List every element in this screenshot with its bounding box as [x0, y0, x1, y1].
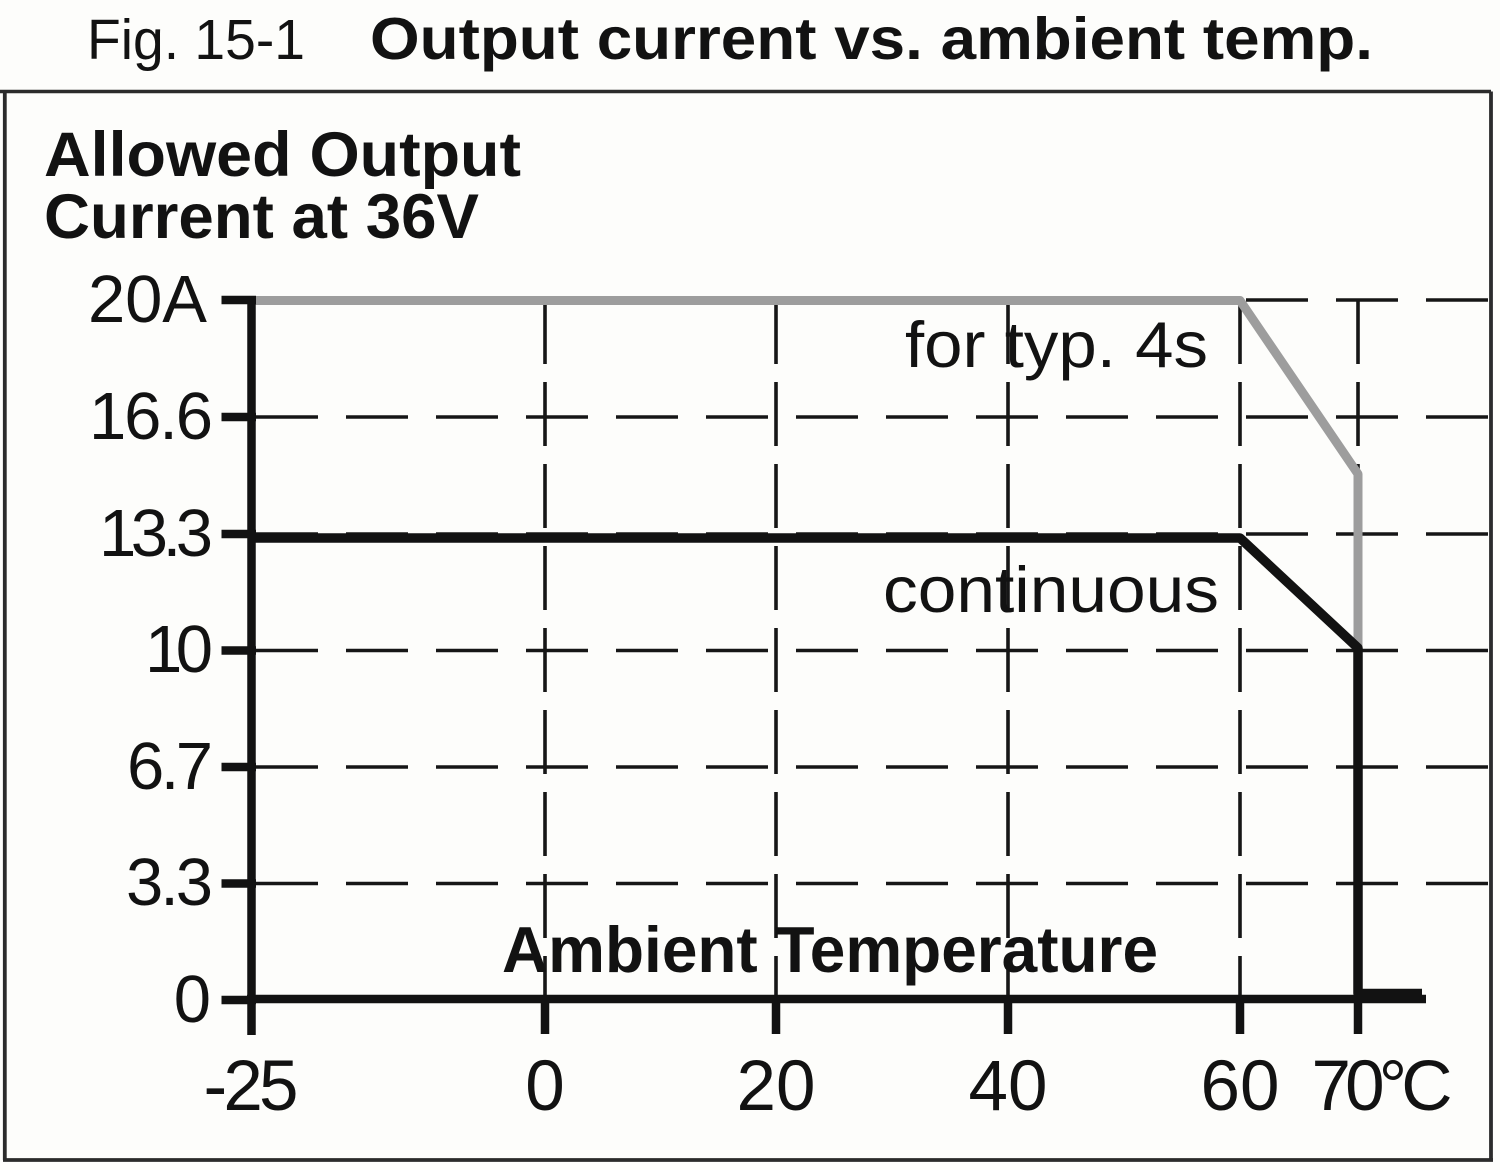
svg-text:13.3: 13.3: [99, 496, 213, 571]
svg-text:0: 0: [174, 962, 211, 1037]
svg-text:20A: 20A: [88, 262, 207, 337]
svg-text:Ambient Temperature: Ambient Temperature: [502, 913, 1158, 986]
svg-text:Allowed Output: Allowed Output: [44, 120, 521, 190]
svg-text:10: 10: [145, 612, 213, 687]
svg-text:6.7: 6.7: [127, 729, 213, 804]
svg-text:Output current vs. ambient tem: Output current vs. ambient temp.: [370, 6, 1373, 72]
svg-text:-25: -25: [204, 1047, 299, 1126]
svg-text:Fig. 15-1: Fig. 15-1: [87, 8, 305, 72]
svg-text:16.6: 16.6: [89, 379, 213, 454]
svg-text:Current at 36V: Current at 36V: [44, 182, 479, 252]
svg-text:0: 0: [525, 1047, 565, 1126]
svg-text:continuous: continuous: [883, 553, 1219, 626]
svg-text:20: 20: [737, 1047, 816, 1126]
svg-text:40: 40: [969, 1047, 1048, 1126]
svg-text:70°C: 70°C: [1312, 1047, 1453, 1126]
svg-text:for typ. 4s: for typ. 4s: [905, 308, 1208, 381]
svg-text:3.3: 3.3: [126, 845, 213, 920]
svg-text:60: 60: [1201, 1047, 1280, 1126]
